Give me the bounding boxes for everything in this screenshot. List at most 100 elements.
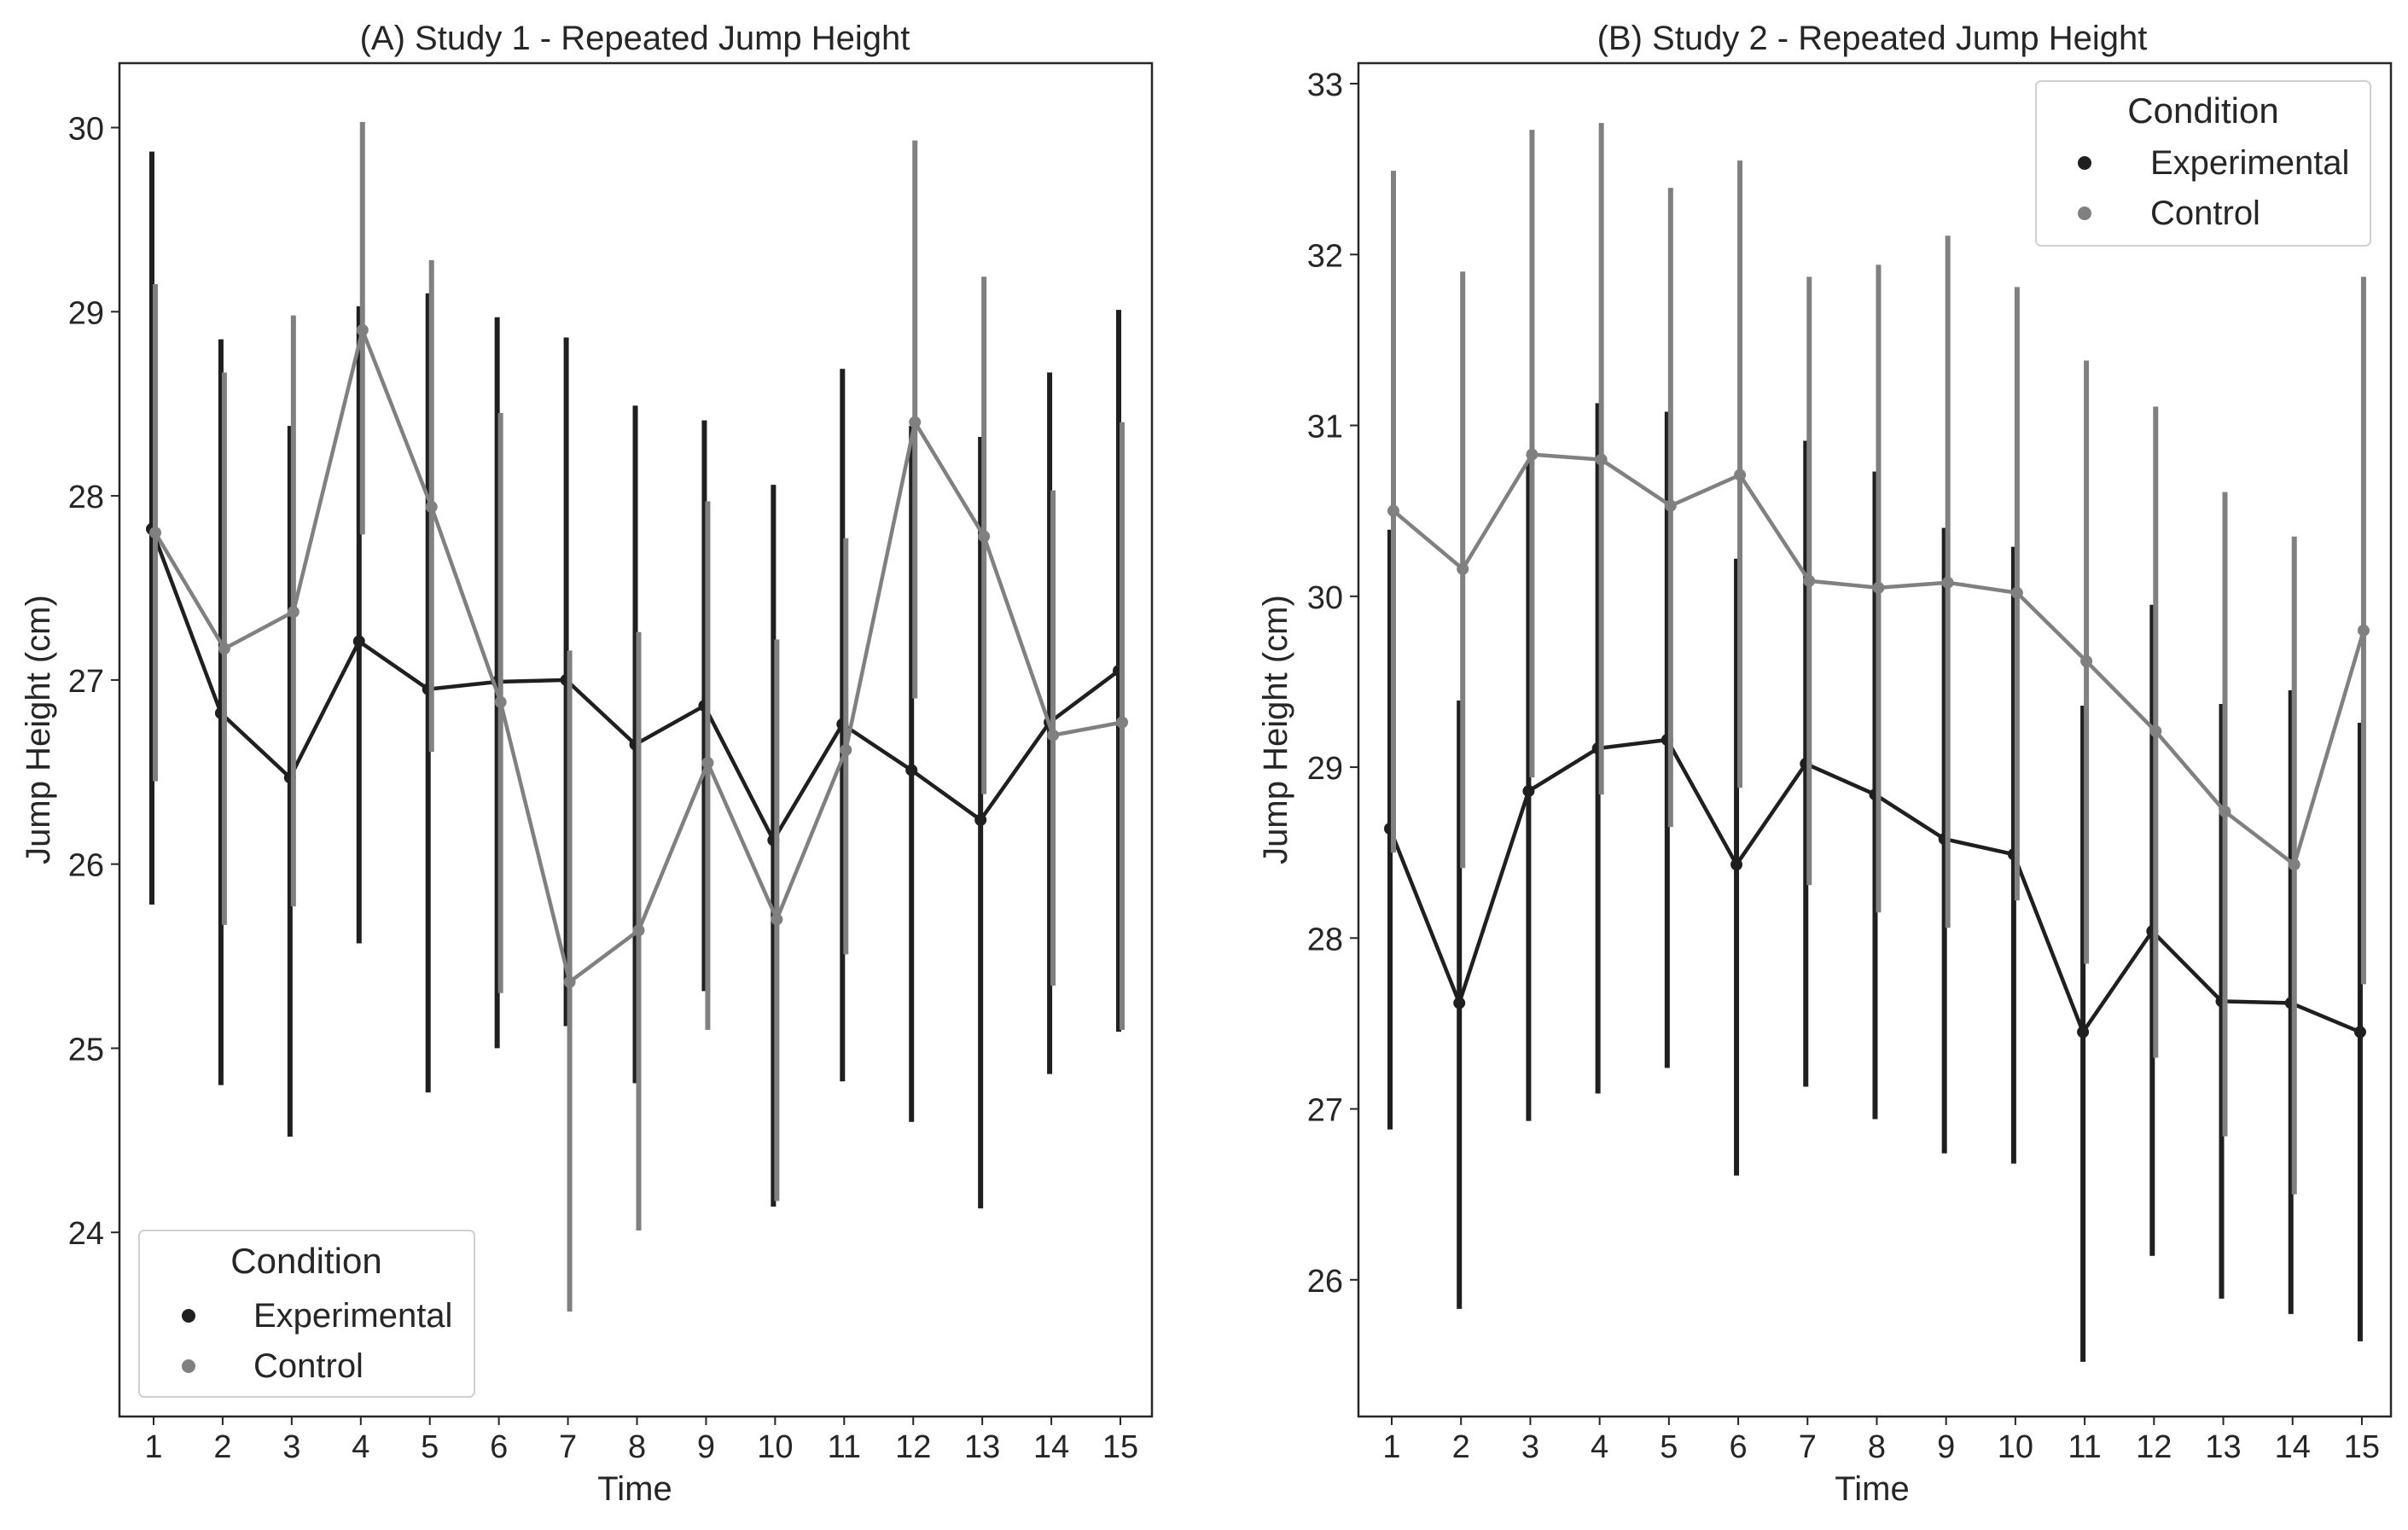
x-tick-label: 7 — [1799, 1429, 1817, 1465]
x-tick-label: 12 — [895, 1429, 931, 1465]
data-point — [2219, 806, 2231, 818]
data-point — [2080, 654, 2093, 667]
panel-b-plot-area — [1384, 123, 2370, 1362]
x-tick-label: 11 — [828, 1429, 861, 1465]
x-tick-label: 13 — [2205, 1429, 2241, 1465]
panel-a-y-axis-label: Jump Height (cm) — [20, 595, 57, 864]
x-tick-label: 3 — [1521, 1429, 1539, 1465]
data-point — [1730, 858, 1743, 871]
data-point — [978, 530, 991, 543]
x-tick-label: 9 — [1937, 1429, 1955, 1465]
data-point — [2077, 1026, 2090, 1038]
panel-a-legend-experimental-marker — [182, 1309, 195, 1323]
panel-b-legend-title: Condition — [2127, 90, 2278, 131]
x-tick-label: 1 — [144, 1429, 162, 1465]
panel-b-legend: Condition Experimental Control — [2035, 80, 2371, 247]
data-point — [2288, 858, 2300, 871]
y-tick-label: 30 — [68, 112, 104, 148]
series-experimental — [1384, 403, 2366, 1362]
data-point — [701, 756, 714, 769]
data-point — [1872, 581, 1885, 594]
panel-a-x-axis-label: Time — [597, 1470, 672, 1508]
x-tick-label: 10 — [1998, 1429, 2033, 1465]
panel-a-legend-control-marker — [182, 1359, 195, 1373]
x-tick-label: 10 — [757, 1429, 793, 1465]
panel-b-title: (B) Study 2 - Repeated Jump Height — [1597, 20, 2148, 57]
y-tick-label: 31 — [1307, 410, 1343, 445]
panel-b: (B) Study 2 - Repeated Jump Height Time … — [1257, 20, 2393, 1508]
x-tick-label: 7 — [559, 1429, 577, 1465]
panel-b-legend-box — [2035, 80, 2371, 247]
data-point — [1664, 499, 1677, 512]
data-point — [1457, 562, 1469, 575]
y-tick-label: 28 — [68, 480, 104, 515]
x-tick-label: 14 — [1033, 1429, 1069, 1465]
x-tick-label: 4 — [1591, 1429, 1608, 1465]
panel-b-axes-frame — [1357, 61, 2393, 1418]
x-tick-label: 13 — [964, 1429, 1000, 1465]
data-point — [1595, 453, 1608, 466]
y-tick-label: 29 — [68, 295, 104, 331]
data-point — [1116, 716, 1129, 729]
y-tick-label: 32 — [1307, 238, 1343, 274]
panel-b-y-axis-label: Jump Height (cm) — [1257, 595, 1294, 864]
data-point — [974, 813, 987, 826]
panel-a-title: (A) Study 1 - Repeated Jump Height — [360, 20, 910, 57]
y-tick-label: 25 — [68, 1032, 104, 1068]
panel-a-legend-experimental-label: Experimental — [253, 1297, 452, 1335]
data-point — [2357, 624, 2370, 637]
x-tick-label: 3 — [282, 1429, 300, 1465]
data-point — [2353, 1026, 2366, 1038]
x-tick-label: 6 — [490, 1429, 508, 1465]
series-experimental — [146, 151, 1125, 1209]
data-point — [1522, 785, 1535, 798]
data-point — [632, 924, 645, 937]
data-point — [840, 743, 852, 756]
x-tick-label: 14 — [2275, 1429, 2311, 1465]
panel-b-legend-control-label: Control — [2150, 195, 2260, 232]
x-tick-label: 2 — [1452, 1429, 1470, 1465]
y-tick-label: 26 — [1307, 1264, 1343, 1300]
data-point — [905, 764, 918, 777]
x-tick-label: 11 — [2068, 1429, 2101, 1465]
x-tick-label: 9 — [697, 1429, 715, 1465]
x-tick-label: 8 — [1868, 1429, 1886, 1465]
data-point — [356, 323, 369, 336]
y-tick-label: 26 — [68, 848, 104, 884]
series-control — [1387, 123, 2370, 1195]
data-point — [1453, 997, 1466, 1009]
data-point — [1387, 504, 1399, 517]
data-point — [1803, 574, 1816, 587]
x-tick-label: 15 — [2344, 1429, 2380, 1465]
data-point — [1941, 576, 1954, 589]
data-point — [1734, 468, 1747, 481]
data-point — [1047, 729, 1060, 742]
panel-b-legend-experimental-marker — [2078, 156, 2091, 170]
panel-a-x-ticks: 1 2 3 4 5 6 7 8 9 10 11 12 13 14 15 — [144, 1417, 1138, 1465]
panel-a-y-ticks: 24 25 26 27 28 29 30 — [68, 112, 119, 1252]
data-point — [1526, 448, 1538, 461]
panel-b-legend-control-marker — [2078, 207, 2091, 220]
panel-a-legend: Condition Experimental Control — [138, 1230, 475, 1398]
panel-b-y-ticks: 26 27 28 29 30 31 32 33 — [1307, 67, 1358, 1300]
data-point — [494, 695, 507, 708]
y-tick-label: 28 — [1307, 922, 1343, 957]
panel-b-legend-experimental-label: Experimental — [2150, 144, 2349, 182]
x-tick-label: 4 — [352, 1429, 369, 1465]
data-point — [909, 416, 922, 428]
panel-a-plot-area — [146, 122, 1129, 1312]
panel-a-legend-box — [138, 1230, 475, 1398]
panel-a-legend-title: Condition — [230, 1241, 381, 1281]
data-point — [352, 635, 365, 648]
data-point — [149, 526, 161, 539]
x-tick-label: 6 — [1729, 1429, 1747, 1465]
data-point — [563, 975, 576, 988]
x-tick-label: 5 — [421, 1429, 439, 1465]
x-tick-label: 12 — [2136, 1429, 2172, 1465]
data-point — [2149, 724, 2162, 737]
series-control — [149, 122, 1129, 1312]
data-point — [287, 606, 300, 619]
y-tick-label: 30 — [1307, 580, 1343, 616]
x-tick-label: 5 — [1660, 1429, 1678, 1465]
